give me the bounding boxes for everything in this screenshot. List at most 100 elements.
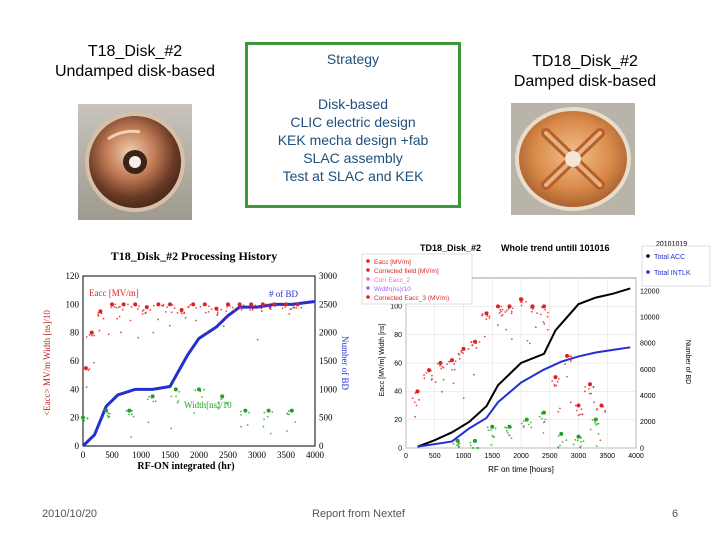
data-point: [156, 302, 161, 307]
scatter-point: [233, 309, 236, 312]
scatter-point: [118, 305, 121, 308]
scatter-point: [526, 339, 529, 342]
y2-tick-label: 2000: [319, 328, 338, 338]
scatter-point: [521, 300, 524, 303]
scatter-point: [569, 401, 572, 404]
scatter-point: [510, 437, 513, 440]
strategy-line: KEK mecha design +fab: [277, 132, 429, 148]
scatter-point: [184, 317, 187, 319]
x-tick-label: 3000: [571, 453, 587, 460]
scatter-point: [453, 368, 456, 371]
y-tick-label: 60: [394, 360, 402, 367]
scatter-point: [579, 435, 581, 438]
scatter-point: [569, 360, 572, 363]
scatter-point: [246, 423, 249, 426]
scatter-point: [254, 304, 257, 307]
scatter-point: [596, 408, 598, 410]
scatter-point: [220, 308, 223, 311]
scatter-point: [170, 427, 173, 430]
scatter-point: [440, 367, 443, 370]
scatter-point: [595, 445, 598, 448]
scatter-point: [583, 390, 586, 393]
scatter-point: [470, 341, 473, 344]
data-point: [83, 366, 88, 371]
scatter-point: [204, 311, 207, 314]
scatter-point: [597, 422, 600, 425]
data-point: [104, 408, 109, 413]
scatter-point: [501, 314, 504, 316]
y-tick-label: 20: [70, 413, 80, 423]
scatter-point: [102, 317, 105, 320]
scatter-point: [440, 390, 443, 393]
scatter-point: [238, 307, 241, 310]
y-tick-label: 60: [70, 356, 80, 366]
annotation-eacc: Eacc [MV/m]: [89, 288, 139, 298]
scatter-point: [490, 443, 493, 446]
data-point: [473, 438, 477, 443]
strategy-line: SLAC assembly: [303, 150, 403, 166]
data-point: [266, 408, 271, 413]
scatter-point: [500, 310, 502, 313]
right-title-line1: TD18_Disk_#2: [532, 53, 638, 70]
scatter-point: [269, 306, 272, 309]
scatter-point: [472, 447, 475, 449]
data-point: [289, 408, 294, 413]
y-tick-label: 40: [70, 384, 80, 394]
scatter-point: [531, 310, 533, 313]
y-tick-label: 100: [66, 299, 80, 309]
scatter-point: [118, 315, 121, 318]
t18-processing-history-chart: T18_Disk_#2 Processing History 0 500 1000 1…: [36, 243, 356, 475]
strategy-line: Disk-based: [317, 96, 389, 112]
scatter-point: [532, 307, 535, 309]
data-point: [127, 408, 132, 413]
scatter-point: [556, 380, 559, 383]
scatter-point: [589, 428, 592, 431]
y2-axis-label: Number of BD: [340, 336, 350, 390]
scatter-point: [499, 309, 502, 311]
x-tick-label: 2000: [513, 453, 529, 460]
scatter-point: [240, 413, 243, 416]
scatter-point: [415, 404, 418, 407]
chart-title: T18_Disk_#2 Processing History: [111, 249, 277, 263]
scatter-point: [452, 382, 455, 385]
scatter-point: [164, 310, 167, 313]
scatter-point: [423, 374, 425, 376]
scatter-point: [577, 414, 580, 417]
scatter-point: [225, 310, 228, 313]
scatter-point: [97, 315, 100, 317]
data-point: [542, 410, 546, 415]
scatter-point: [551, 380, 554, 383]
scatter-point: [85, 336, 88, 338]
scatter-point: [113, 305, 116, 308]
scatter-point: [203, 388, 206, 391]
scatter-point: [481, 313, 484, 315]
scatter-point: [504, 426, 506, 429]
y2-tick-label: 10000: [640, 315, 660, 322]
scatter-point: [199, 390, 202, 393]
scatter-point: [144, 312, 147, 315]
scatter-point: [469, 441, 472, 444]
right-title: TD18_Disk_#2 Damped disk-based: [470, 52, 700, 92]
scatter-point: [274, 305, 277, 308]
scatter-point: [580, 437, 583, 439]
scatter-point: [481, 314, 483, 317]
legend-marker: [366, 277, 370, 281]
scatter-point: [137, 305, 140, 307]
scatter-point: [547, 311, 549, 314]
legend-label: Width(ns)/10: [374, 286, 411, 293]
annotation-width: Width[ns]/10: [184, 400, 232, 410]
scatter-point: [183, 311, 186, 314]
left-title: T18_Disk_#2 Undamped disk-based: [20, 42, 250, 82]
y-tick-label: 0: [398, 445, 402, 452]
scatter-point: [504, 311, 507, 313]
scatter-point: [458, 357, 461, 360]
scatter-point: [231, 306, 234, 309]
data-point: [593, 417, 598, 422]
scatter-point: [288, 313, 291, 315]
x-axis-label: RF on time [hours]: [488, 465, 554, 474]
data-point: [110, 302, 114, 307]
scatter-point: [207, 310, 210, 313]
legend-label: Eacc [MV/m]: [374, 259, 411, 266]
scatter-point: [488, 317, 491, 319]
scatter-point: [520, 299, 523, 301]
